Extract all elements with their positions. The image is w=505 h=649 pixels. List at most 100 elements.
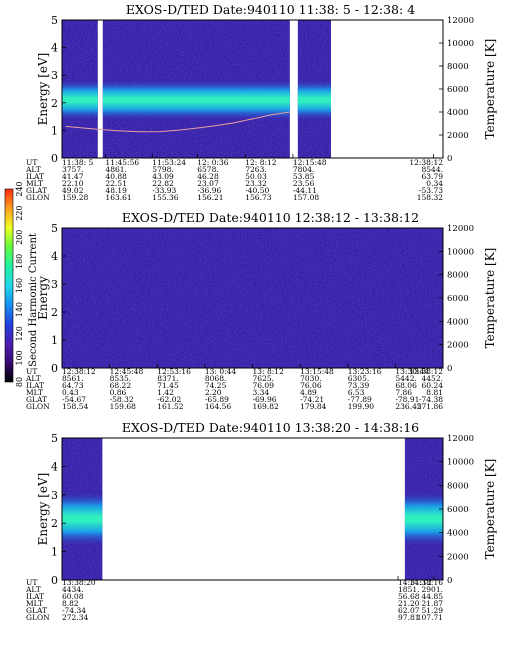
orbit-value: 8535. xyxy=(110,374,131,383)
y2-tick-label: 4000 xyxy=(447,317,469,327)
orbit-value: 21.87 xyxy=(422,599,444,608)
y-tick-label: 3 xyxy=(51,69,58,82)
orbit-value: 44.85 xyxy=(422,592,444,601)
energy-band xyxy=(102,80,290,120)
orbit-value: -78.91 xyxy=(395,395,419,404)
orbit-value: 8371. xyxy=(157,374,178,383)
y-tick-label: 5 xyxy=(51,14,58,27)
orbit-value: -40.50 xyxy=(245,186,269,195)
colorbar-tick-label: 140 xyxy=(15,302,24,317)
orbit-value: 8561. xyxy=(62,374,83,383)
orbit-value: 53.85 xyxy=(293,172,315,181)
orbit-value: 179.84 xyxy=(300,402,326,411)
orbit-value: 1851. xyxy=(398,585,419,594)
orbit-value: 64.73 xyxy=(62,381,84,390)
orbit-value: 3.34 xyxy=(253,388,270,397)
colorbar-tick-label: 100 xyxy=(15,350,24,365)
orbit-value: 5442. xyxy=(395,374,416,383)
orbit-value: 7804. xyxy=(293,165,314,174)
spectrogram-noise xyxy=(62,228,443,368)
orbit-row-label: ALT xyxy=(25,585,41,594)
orbit-value: 199.90 xyxy=(348,402,374,411)
y-tick-label: 1 xyxy=(51,546,58,559)
orbit-value: 3757. xyxy=(62,165,83,174)
orbit-value: 1.42 xyxy=(157,388,174,397)
orbit-value: 74.25 xyxy=(205,381,227,390)
y2-tick-label: 8000 xyxy=(447,481,469,491)
y2-tick-label: 4000 xyxy=(447,108,469,118)
orbit-value: 13:38:12 xyxy=(409,367,443,376)
orbit-value: 49.02 xyxy=(62,186,84,195)
y2-tick-label: 12000 xyxy=(447,224,474,234)
orbit-row-label: MLT xyxy=(26,388,43,397)
orbit-value: 157.08 xyxy=(293,193,319,202)
orbit-row-label: GLAT xyxy=(26,395,47,404)
orbit-row-label: MLT xyxy=(26,179,43,188)
orbit-value: 8.82 xyxy=(62,599,79,608)
y-tick-label: 0 xyxy=(51,152,58,165)
orbit-value: 22.51 xyxy=(105,179,126,188)
y-tick-label: 4 xyxy=(51,42,58,55)
orbit-value: 13:23:16 xyxy=(348,367,382,376)
colorbar-tick-label: 240 xyxy=(15,181,24,196)
y-tick-label: 2 xyxy=(51,97,58,110)
y-tick-label: 5 xyxy=(51,222,58,235)
orbit-value: -65.89 xyxy=(205,395,229,404)
energy-band xyxy=(297,80,331,120)
y2-tick-label: 12000 xyxy=(447,16,474,26)
y2-tick-label: 10000 xyxy=(447,458,474,468)
orbit-value: 156.21 xyxy=(197,193,223,202)
y2-tick-label: 2000 xyxy=(447,341,469,351)
orbit-row-label: GLON xyxy=(26,193,50,202)
orbit-row-label: GLON xyxy=(26,402,50,411)
colorbar-label: Second Harmonic Current xyxy=(28,233,39,367)
y2-tick-label: 0 xyxy=(447,576,452,586)
orbit-value: 13:38:20 xyxy=(62,578,96,587)
y-tick-label: 5 xyxy=(51,432,58,445)
orbit-value: 164.56 xyxy=(205,402,231,411)
y-tick-label: 2 xyxy=(51,306,58,319)
orbit-value: 7625. xyxy=(253,374,274,383)
orbit-value: -69.96 xyxy=(253,395,277,404)
orbit-value: 4.89 xyxy=(300,388,317,397)
y-tick-label: 1 xyxy=(51,124,58,137)
orbit-table: UTALTILATMLTGLATGLON12:38:128561.64.730.… xyxy=(25,367,443,411)
orbit-value: 107.71 xyxy=(417,613,443,622)
orbit-value: 40.88 xyxy=(105,172,127,181)
orbit-value: 14:31:12 xyxy=(398,578,432,587)
orbit-value: -44.11 xyxy=(293,186,317,195)
orbit-value: 0.86 xyxy=(110,388,127,397)
orbit-value: 158.54 xyxy=(62,402,88,411)
orbit-value: 6.53 xyxy=(348,388,365,397)
orbit-row-label: GLAT xyxy=(26,606,47,615)
y2-tick-label: 2000 xyxy=(447,552,469,562)
orbit-row-label: ILAT xyxy=(26,381,44,390)
colorbar-tick-label: 200 xyxy=(15,230,24,245)
orbit-value: 12: 8:12 xyxy=(245,158,277,167)
orbit-value: 13:30:44 xyxy=(395,367,429,376)
y2-tick-label: 4000 xyxy=(447,529,469,539)
spectrogram-panel-1: EXOS-D/TED Date:940110 11:38: 5 - 12:38:… xyxy=(25,2,497,202)
orbit-value: 8.81 xyxy=(426,388,443,397)
y2-tick-label: 6000 xyxy=(447,294,469,304)
orbit-row-label: UT xyxy=(26,578,37,587)
orbit-row-label: UT xyxy=(26,367,37,376)
orbit-value: 0.43 xyxy=(62,388,79,397)
orbit-row-label: UT xyxy=(26,158,37,167)
orbit-value: 56.68 xyxy=(398,592,420,601)
orbit-value: 11:53:24 xyxy=(152,158,186,167)
y-axis-label: Energy [eV] xyxy=(36,53,50,126)
panel-frame xyxy=(61,437,444,581)
orbit-value: -33.93 xyxy=(152,186,176,195)
orbit-value: 13:15:48 xyxy=(300,367,334,376)
orbit-value: 161.52 xyxy=(157,402,183,411)
orbit-value: 12:53:16 xyxy=(157,367,191,376)
orbit-value: 156.73 xyxy=(245,193,271,202)
orbit-value: -77.89 xyxy=(348,395,372,404)
orbit-value: 97.81 xyxy=(398,613,419,622)
y-tick-label: 4 xyxy=(51,460,58,473)
orbit-value: 43.09 xyxy=(152,172,174,181)
y-tick-label: 2 xyxy=(51,517,58,530)
energy-band xyxy=(62,493,103,545)
